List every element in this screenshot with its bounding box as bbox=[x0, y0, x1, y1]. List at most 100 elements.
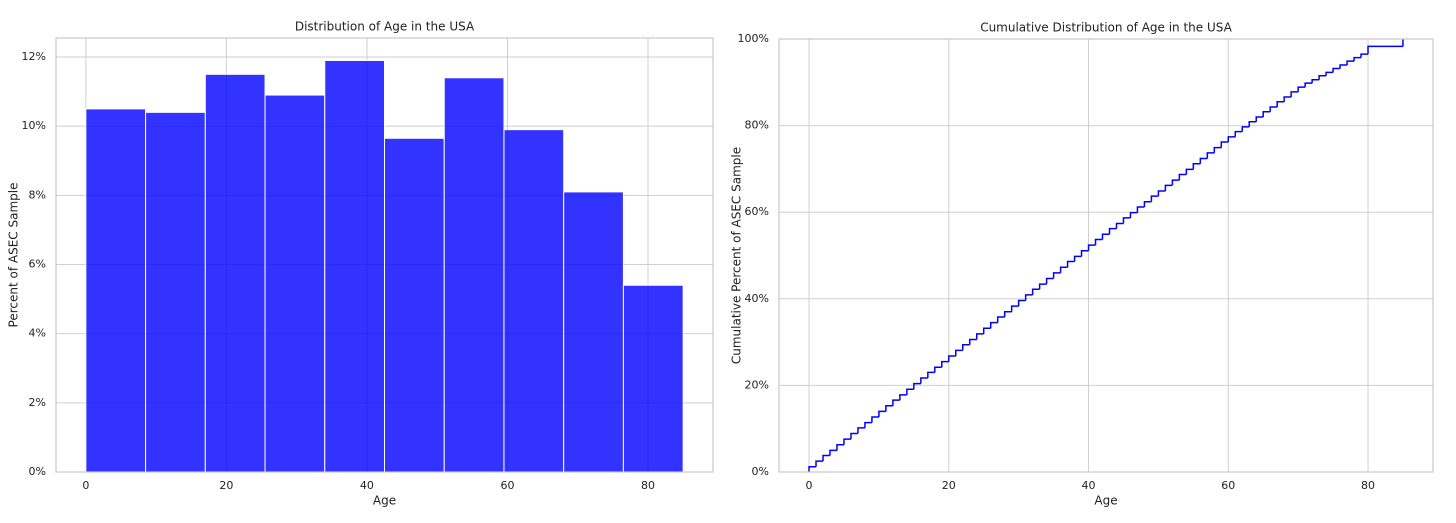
x-tick-label: 0 bbox=[806, 479, 813, 492]
step-segment bbox=[822, 454, 831, 462]
step-segment bbox=[1206, 152, 1215, 159]
step-segment bbox=[1115, 222, 1124, 229]
step-segment bbox=[1325, 71, 1334, 76]
step-segment bbox=[864, 421, 872, 428]
step-segment bbox=[1031, 288, 1040, 295]
y-axis-label: Cumulative Percent of ASEC Sample bbox=[730, 147, 744, 364]
chart-title: Cumulative Distribution of Age in the US… bbox=[980, 21, 1232, 35]
y-tick-label: 0% bbox=[29, 465, 46, 478]
step-segment bbox=[1339, 64, 1348, 69]
step-segment bbox=[934, 366, 942, 373]
step-segment bbox=[1276, 101, 1285, 107]
bar bbox=[503, 129, 565, 473]
step-segment bbox=[1367, 45, 1403, 55]
step-segment bbox=[1087, 244, 1096, 251]
step-segment bbox=[1017, 299, 1026, 307]
chart: 0% 20% 40% 60% 80% 100% 0 20 40 60 80 Cumulative Di… bbox=[730, 21, 1434, 508]
step-segment bbox=[899, 394, 907, 401]
bar bbox=[384, 137, 445, 473]
chart: 0% 2% 4% 6% 8% 10% 12% 0 20 40 60 80 Distribution of… bbox=[7, 20, 714, 508]
step-segment bbox=[1255, 116, 1264, 122]
step-segment bbox=[962, 343, 970, 351]
step-segment bbox=[1073, 255, 1082, 262]
y-tick-label: 80% bbox=[745, 119, 769, 132]
step-segment bbox=[1164, 184, 1173, 191]
x-tick-label: 0 bbox=[82, 479, 89, 492]
x-tick-label: 20 bbox=[942, 479, 956, 492]
step-segment bbox=[885, 405, 893, 412]
bar bbox=[622, 284, 684, 473]
y-tick-label: 10% bbox=[22, 119, 46, 132]
y-axis-label: Percent of ASEC Sample bbox=[7, 183, 21, 328]
step-segment bbox=[1059, 266, 1068, 273]
step-segment bbox=[1136, 206, 1145, 213]
x-tick-label: 80 bbox=[641, 479, 655, 492]
step-segment bbox=[1157, 190, 1166, 197]
step-segment bbox=[1304, 82, 1313, 88]
axes-frame bbox=[55, 37, 714, 473]
x-tick-label: 40 bbox=[1082, 479, 1096, 492]
y-tick-label: 2% bbox=[29, 396, 46, 409]
step-segment bbox=[1045, 277, 1054, 285]
step-segment bbox=[1311, 78, 1320, 84]
step-segment bbox=[996, 316, 1005, 323]
step-segment bbox=[989, 321, 998, 329]
step-segment bbox=[1108, 227, 1117, 235]
step-segment bbox=[1150, 195, 1159, 202]
step-segment bbox=[808, 466, 817, 472]
step-segment bbox=[955, 349, 963, 356]
x-tick-label: 20 bbox=[219, 479, 233, 492]
step-segment bbox=[878, 410, 886, 418]
step-segment bbox=[1003, 311, 1012, 317]
step-segment bbox=[1318, 75, 1327, 80]
step-segment bbox=[975, 333, 984, 340]
x-axis-label: Age bbox=[1094, 494, 1117, 508]
step-segment bbox=[1290, 91, 1299, 98]
y-tick-label: 100% bbox=[738, 32, 769, 45]
step-segment bbox=[843, 438, 851, 445]
step-segment bbox=[920, 377, 928, 384]
step-segment bbox=[906, 388, 914, 395]
step-segment bbox=[1129, 211, 1138, 218]
step-segment bbox=[1192, 162, 1201, 170]
step-segment bbox=[1199, 157, 1208, 164]
step-segment bbox=[1213, 146, 1222, 153]
step-segment bbox=[850, 432, 858, 440]
step-segment bbox=[1143, 201, 1152, 208]
step-segment bbox=[1038, 283, 1047, 290]
step-segment bbox=[1185, 168, 1194, 175]
step-segment bbox=[1220, 141, 1229, 148]
bar bbox=[443, 77, 505, 473]
step-segment bbox=[1234, 130, 1243, 137]
step-segment bbox=[941, 360, 949, 368]
step-segment bbox=[1066, 260, 1075, 268]
step-segment bbox=[982, 327, 991, 334]
step-segment bbox=[871, 416, 879, 423]
y-tick-label: 0% bbox=[752, 465, 769, 478]
step-segment bbox=[1353, 56, 1362, 62]
step-segment bbox=[892, 399, 900, 406]
step-segment bbox=[1227, 136, 1236, 143]
y-tick-label: 8% bbox=[29, 188, 46, 201]
step-segment bbox=[1122, 217, 1131, 224]
step-segment bbox=[1178, 173, 1187, 181]
step-segment bbox=[1248, 120, 1257, 127]
step-segment bbox=[1080, 249, 1089, 257]
bar bbox=[563, 191, 624, 473]
bar bbox=[264, 94, 326, 473]
step-segment bbox=[1283, 96, 1292, 102]
chart-title: Distribution of Age in the USA bbox=[295, 20, 475, 34]
step-segment bbox=[969, 338, 977, 345]
y-tick-label: 40% bbox=[745, 292, 769, 305]
y-tick-label: 6% bbox=[29, 258, 46, 271]
x-tick-label: 80 bbox=[1361, 479, 1375, 492]
axes-frame bbox=[778, 38, 1434, 473]
y-tick-label: 12% bbox=[22, 50, 46, 63]
step-segment bbox=[1101, 233, 1110, 240]
step-segment bbox=[1171, 179, 1180, 186]
x-tick-label: 60 bbox=[500, 479, 514, 492]
step-segment bbox=[1360, 53, 1369, 58]
step-segment bbox=[1332, 67, 1341, 73]
step-segment bbox=[1241, 126, 1250, 132]
